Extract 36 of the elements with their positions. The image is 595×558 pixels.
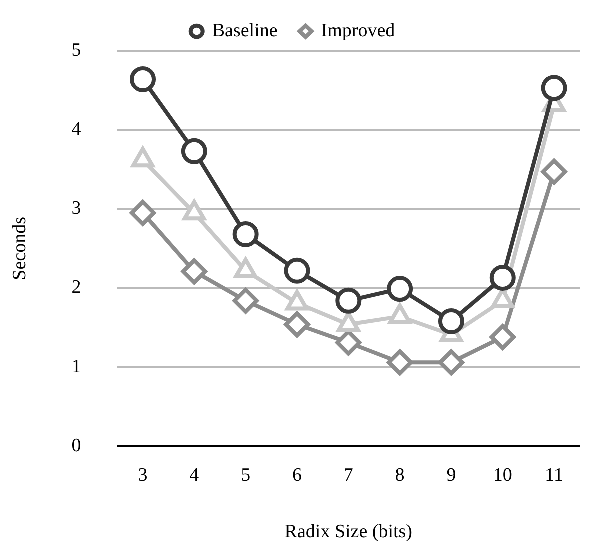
y-tick-label: 3 [72, 198, 82, 220]
point [130, 66, 156, 92]
x-tick-label: 3 [138, 464, 148, 486]
point [336, 288, 362, 314]
point [130, 200, 156, 226]
x-tick-label: 11 [545, 464, 564, 486]
point [387, 276, 414, 302]
point [284, 258, 310, 284]
point [490, 324, 516, 350]
point [438, 350, 464, 376]
point [490, 264, 516, 291]
x-tick-label: 5 [241, 464, 251, 486]
y-tick-label: 2 [72, 277, 82, 298]
y-tick-label: 4 [72, 119, 82, 140]
y-tick-label: 0 [72, 435, 82, 456]
x-tick-label: 9 [446, 464, 456, 486]
x-tick-label: 6 [292, 464, 302, 486]
x-tick-label: 8 [395, 464, 405, 486]
legend-label: Baseline [212, 20, 278, 42]
point [181, 258, 208, 285]
point [232, 221, 259, 248]
x-tick-label: 7 [344, 464, 354, 486]
y-tick-label: 5 [72, 40, 82, 61]
point [232, 288, 259, 314]
point [438, 308, 464, 334]
point [541, 75, 568, 102]
x-tick-label: 4 [190, 464, 200, 486]
point [284, 312, 310, 338]
point [541, 158, 568, 185]
x-axis-title: Radix Size (bits) [284, 522, 412, 543]
legend-label: Improved [321, 20, 396, 42]
x-tick-label: 10 [493, 464, 512, 486]
y-tick-label: 1 [72, 356, 82, 378]
point [181, 138, 208, 164]
point [387, 350, 414, 376]
y-axis-title: Seconds [9, 217, 30, 280]
